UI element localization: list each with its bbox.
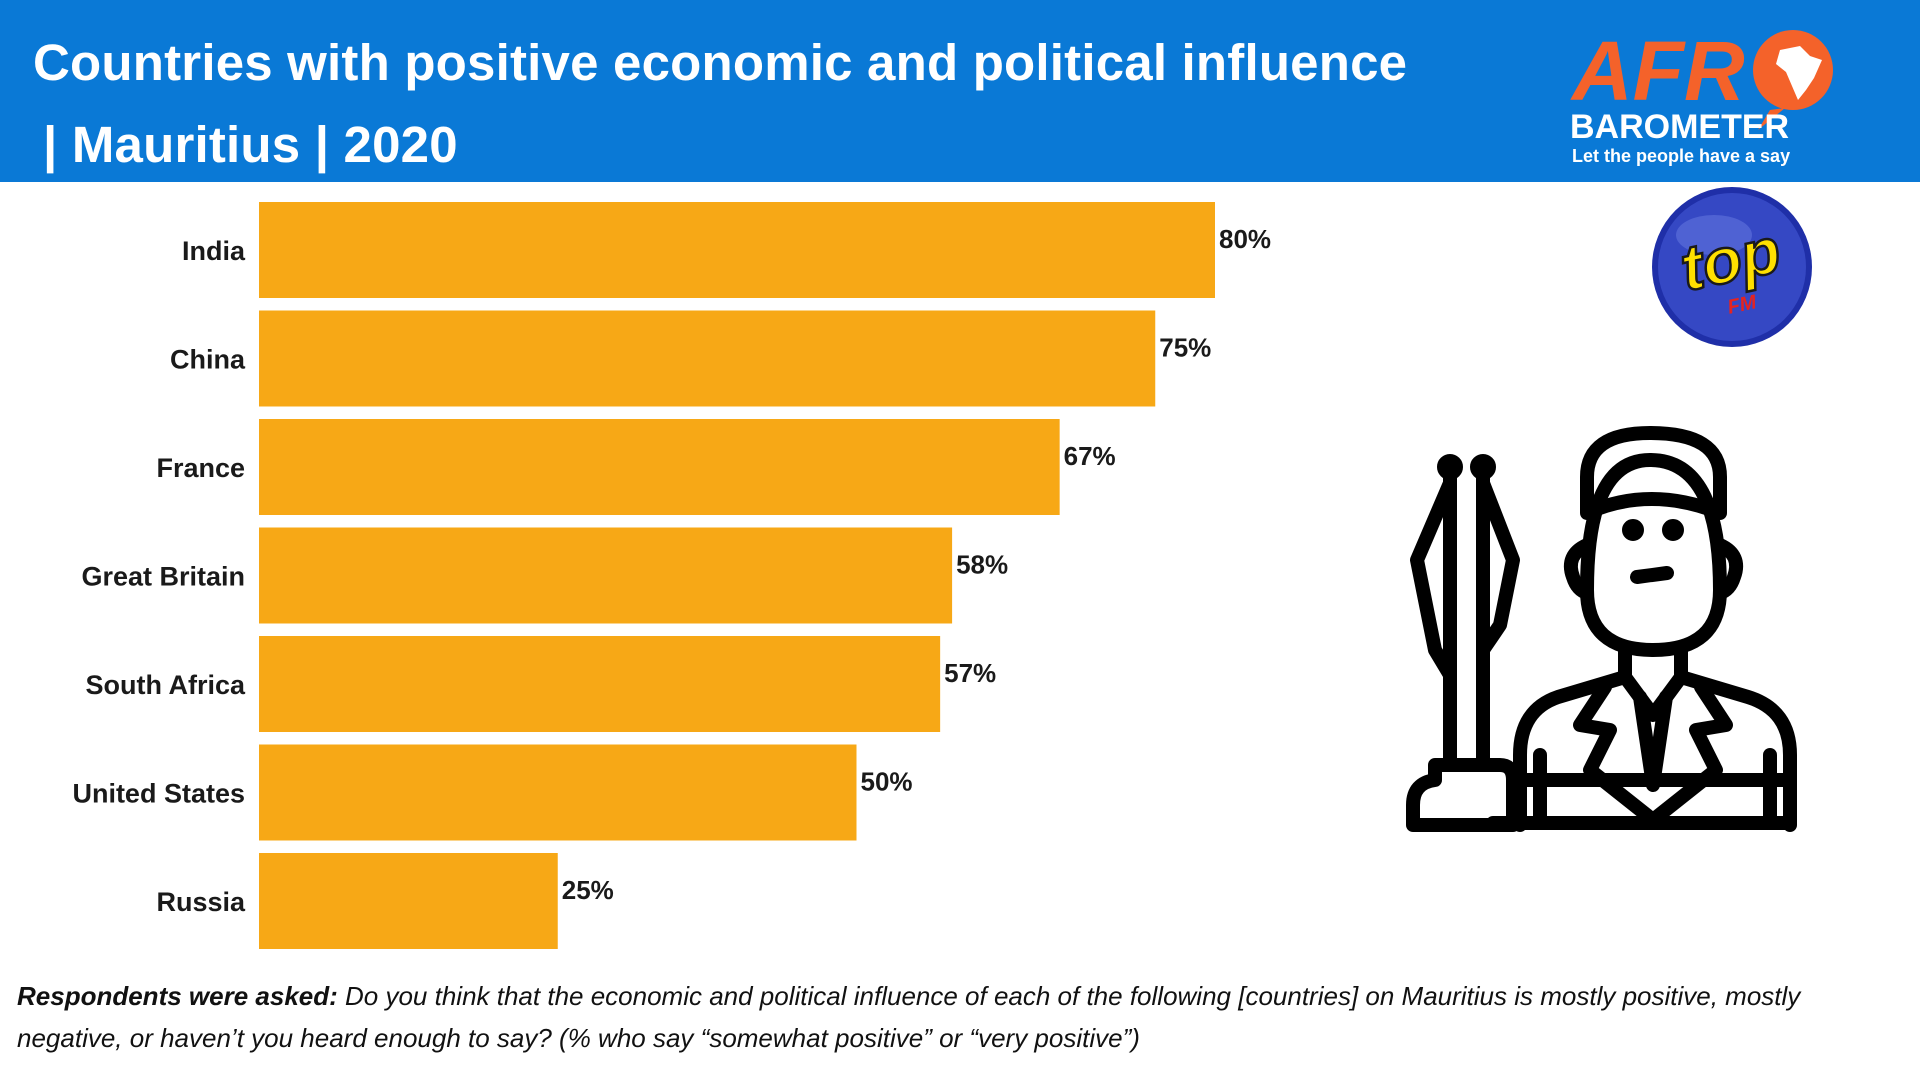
- category-label: India: [182, 236, 246, 266]
- bar-south-africa: [259, 636, 941, 732]
- top-fm-logo: top FM: [1652, 187, 1812, 347]
- data-label: 57%: [944, 658, 996, 688]
- diplomat-with-flags-icon: [1406, 426, 1797, 832]
- afro-logo-tagline: Let the people have a say: [1572, 146, 1790, 166]
- data-label: 50%: [861, 767, 913, 797]
- survey-question-footnote: Respondents were asked: Do you think tha…: [17, 975, 1897, 1059]
- bar-chart: India 80% China 75% France 67% Great Britain 58…: [72, 202, 1271, 949]
- data-label: 67%: [1064, 441, 1116, 471]
- category-label: United States: [72, 779, 245, 809]
- category-label: South Africa: [85, 670, 245, 700]
- data-label: 58%: [956, 550, 1008, 580]
- afro-logo-word: AFR: [1570, 24, 1745, 118]
- chart-title-line-1: Countries with positive economic and pol…: [33, 34, 1408, 91]
- bar-russia: [259, 853, 558, 949]
- afrobarometer-logo: AFR BAROMETER Let the people have a say: [1570, 24, 1833, 166]
- bar-great-britain: [259, 527, 953, 624]
- category-label: Russia: [156, 887, 246, 917]
- category-label: Great Britain: [81, 562, 245, 592]
- bars-layer: India 80% China 75% France 67% Great Britain 58…: [72, 202, 1271, 949]
- header-banner: Countries with positive economic and pol…: [0, 0, 1920, 182]
- data-label: 25%: [562, 875, 614, 905]
- bar-united-states: [259, 744, 857, 841]
- category-label: China: [170, 345, 246, 375]
- footnote-text: Do you think that the economic and polit…: [17, 981, 1801, 1053]
- footnote-lead: Respondents were asked:: [17, 981, 338, 1011]
- bar-india: [259, 202, 1215, 298]
- afro-logo-barometer: BAROMETER: [1570, 108, 1789, 146]
- data-label: 75%: [1159, 333, 1211, 363]
- bar-france: [259, 419, 1060, 515]
- data-label: 80%: [1219, 224, 1271, 254]
- chart-title-line-2: | Mauritius | 2020: [43, 116, 458, 173]
- category-label: France: [156, 453, 245, 483]
- africa-speech-bubble-icon: [1753, 30, 1833, 130]
- bar-china: [259, 310, 1156, 407]
